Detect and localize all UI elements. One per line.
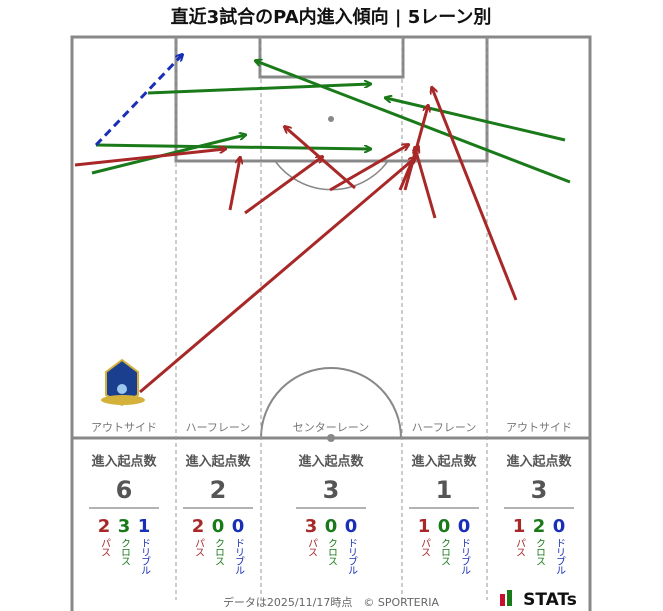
lane-total: 2 xyxy=(210,476,227,504)
penalty-spot xyxy=(328,116,334,122)
lane-total: 1 xyxy=(436,476,453,504)
cross-count: 0 xyxy=(438,516,451,537)
center-spot xyxy=(327,434,335,442)
pass-label: パス xyxy=(306,538,318,557)
brand: STATs xyxy=(523,590,577,610)
dribble-label: ドリブル xyxy=(346,538,358,574)
lane-header: 進入起点数 xyxy=(91,454,157,470)
pass-label: パス xyxy=(419,538,431,557)
dribble-label: ドリブル xyxy=(459,538,471,574)
lane-header: 進入起点数 xyxy=(506,454,572,470)
dribble-count: 0 xyxy=(232,516,245,537)
dribble-label: ドリブル xyxy=(554,538,566,574)
cross-label: クロス xyxy=(326,538,337,566)
lane-total: 6 xyxy=(116,476,133,504)
lane-dividers xyxy=(175,37,488,600)
title: 直近3試合のPA内進入傾向 | 5レーン別 xyxy=(171,6,492,28)
lane-panel: アウトサイド進入起点数62パス3クロス1ドリブルハーフレーン進入起点数22パス0… xyxy=(89,421,574,574)
cross-label: クロス xyxy=(213,538,224,566)
pass-count: 2 xyxy=(98,516,111,537)
cross-count: 0 xyxy=(212,516,225,537)
pass-count: 1 xyxy=(418,516,431,537)
dribble-count: 0 xyxy=(458,516,471,537)
dribble-count: 1 xyxy=(138,516,151,537)
lane-name: アウトサイド xyxy=(91,421,157,434)
lane-header: 進入起点数 xyxy=(298,454,364,470)
cross-count: 3 xyxy=(118,516,131,537)
lane-header: 進入起点数 xyxy=(411,454,477,470)
lane-name: ハーフレーン xyxy=(412,421,477,434)
club-logo xyxy=(101,358,145,407)
dribble-label: ドリブル xyxy=(139,538,151,574)
lane-total: 3 xyxy=(531,476,548,504)
cross-count: 0 xyxy=(325,516,338,537)
lane-total: 3 xyxy=(323,476,340,504)
footer: データは2025/11/17時点 © SPORTERIA xyxy=(223,595,440,609)
pass-count: 1 xyxy=(513,516,526,537)
pass-count: 2 xyxy=(192,516,205,537)
lane-name: センターレーン xyxy=(293,421,369,434)
brand-logo: STATs xyxy=(500,590,577,610)
dribble-label: ドリブル xyxy=(233,538,245,574)
arrows xyxy=(74,55,571,394)
lane-name: ハーフレーン xyxy=(186,421,251,434)
lane-header: 進入起点数 xyxy=(185,454,251,470)
pass-label: パス xyxy=(99,538,111,557)
cross-label: クロス xyxy=(119,538,130,566)
cross-label: クロス xyxy=(439,538,450,566)
pass-label: パス xyxy=(193,538,205,557)
cross-count: 2 xyxy=(533,516,546,537)
cross-label: クロス xyxy=(534,538,545,566)
dribble-count: 0 xyxy=(345,516,358,537)
lane-name: アウトサイド xyxy=(506,421,572,434)
dribble-count: 0 xyxy=(553,516,566,537)
pass-count: 3 xyxy=(305,516,318,537)
pass-label: パス xyxy=(514,538,526,557)
